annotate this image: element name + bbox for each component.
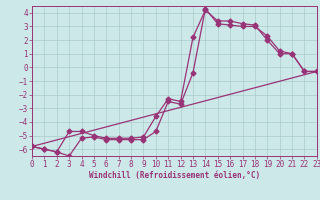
X-axis label: Windchill (Refroidissement éolien,°C): Windchill (Refroidissement éolien,°C) <box>89 171 260 180</box>
